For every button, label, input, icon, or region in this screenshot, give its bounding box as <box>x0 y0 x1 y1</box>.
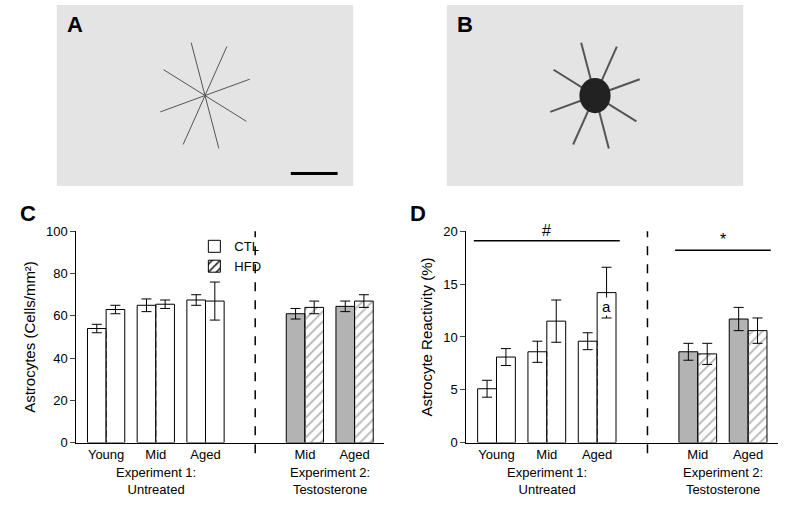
svg-text:Aged: Aged <box>190 447 220 462</box>
svg-text:Aged: Aged <box>733 447 763 462</box>
svg-text:Young: Young <box>478 447 514 462</box>
svg-text:80: 80 <box>53 266 67 281</box>
svg-text:Astrocyte Reactivity (%): Astrocyte Reactivity (%) <box>418 257 435 416</box>
svg-text:#: # <box>542 222 551 239</box>
svg-text:D: D <box>410 201 426 226</box>
svg-text:5: 5 <box>450 382 457 397</box>
svg-text:*: * <box>720 231 726 248</box>
svg-text:CTL: CTL <box>234 239 259 254</box>
svg-text:Aged: Aged <box>339 447 369 462</box>
svg-text:15: 15 <box>443 277 457 292</box>
svg-text:Mid: Mid <box>687 447 708 462</box>
svg-text:Astrocytes (Cells/mm²): Astrocytes (Cells/mm²) <box>21 261 38 413</box>
svg-text:Aged: Aged <box>582 447 612 462</box>
svg-text:HFD: HFD <box>234 259 261 274</box>
svg-text:A: A <box>67 12 83 37</box>
svg-text:Experiment 1:Untreated: Experiment 1:Untreated <box>116 465 196 497</box>
svg-text:0: 0 <box>450 435 457 450</box>
svg-text:B: B <box>457 12 473 37</box>
svg-text:Experiment 1:Untreated: Experiment 1:Untreated <box>507 465 587 497</box>
svg-text:0: 0 <box>60 435 67 450</box>
svg-text:Young: Young <box>88 447 124 462</box>
svg-text:C: C <box>20 201 36 226</box>
svg-text:10: 10 <box>443 330 457 345</box>
svg-text:20: 20 <box>53 393 67 408</box>
svg-text:40: 40 <box>53 351 67 366</box>
svg-text:100: 100 <box>46 224 68 239</box>
svg-text:a: a <box>602 298 611 315</box>
svg-text:20: 20 <box>443 224 457 239</box>
svg-text:60: 60 <box>53 308 67 323</box>
svg-text:Mid: Mid <box>145 447 166 462</box>
svg-text:Mid: Mid <box>294 447 315 462</box>
svg-text:Mid: Mid <box>536 447 557 462</box>
svg-text:Experiment 2:Testosterone: Experiment 2:Testosterone <box>683 465 763 497</box>
svg-text:Experiment 2:Testosterone: Experiment 2:Testosterone <box>290 465 370 497</box>
